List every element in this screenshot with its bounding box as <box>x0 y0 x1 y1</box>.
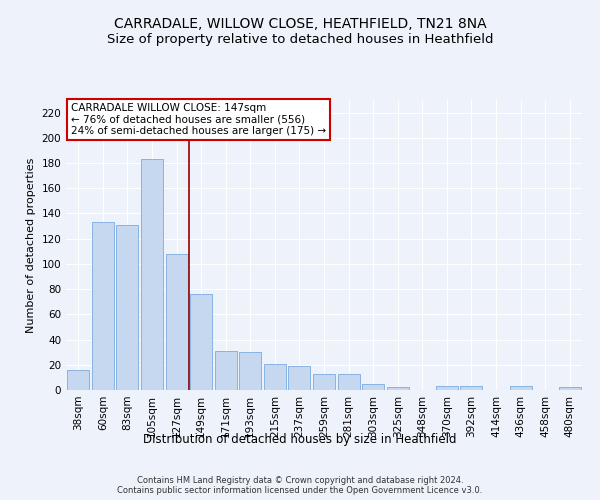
Text: CARRADALE, WILLOW CLOSE, HEATHFIELD, TN21 8NA: CARRADALE, WILLOW CLOSE, HEATHFIELD, TN2… <box>113 18 487 32</box>
Bar <box>509 386 532 390</box>
Bar <box>386 388 409 390</box>
Bar <box>559 388 581 390</box>
Bar <box>239 352 262 390</box>
Bar <box>141 160 163 390</box>
Bar <box>460 386 482 390</box>
Text: Contains public sector information licensed under the Open Government Licence v3: Contains public sector information licen… <box>118 486 482 495</box>
Bar <box>215 351 237 390</box>
Y-axis label: Number of detached properties: Number of detached properties <box>26 158 36 332</box>
Bar <box>436 386 458 390</box>
Text: Size of property relative to detached houses in Heathfield: Size of property relative to detached ho… <box>107 32 493 46</box>
Bar <box>289 366 310 390</box>
Text: CARRADALE WILLOW CLOSE: 147sqm
← 76% of detached houses are smaller (556)
24% of: CARRADALE WILLOW CLOSE: 147sqm ← 76% of … <box>71 103 326 136</box>
Text: Contains HM Land Registry data © Crown copyright and database right 2024.: Contains HM Land Registry data © Crown c… <box>137 476 463 485</box>
Bar <box>313 374 335 390</box>
Bar <box>166 254 188 390</box>
Text: Distribution of detached houses by size in Heathfield: Distribution of detached houses by size … <box>143 432 457 446</box>
Bar <box>338 374 359 390</box>
Bar <box>67 370 89 390</box>
Bar <box>264 364 286 390</box>
Bar <box>92 222 114 390</box>
Bar <box>116 225 139 390</box>
Bar <box>362 384 384 390</box>
Bar <box>190 294 212 390</box>
